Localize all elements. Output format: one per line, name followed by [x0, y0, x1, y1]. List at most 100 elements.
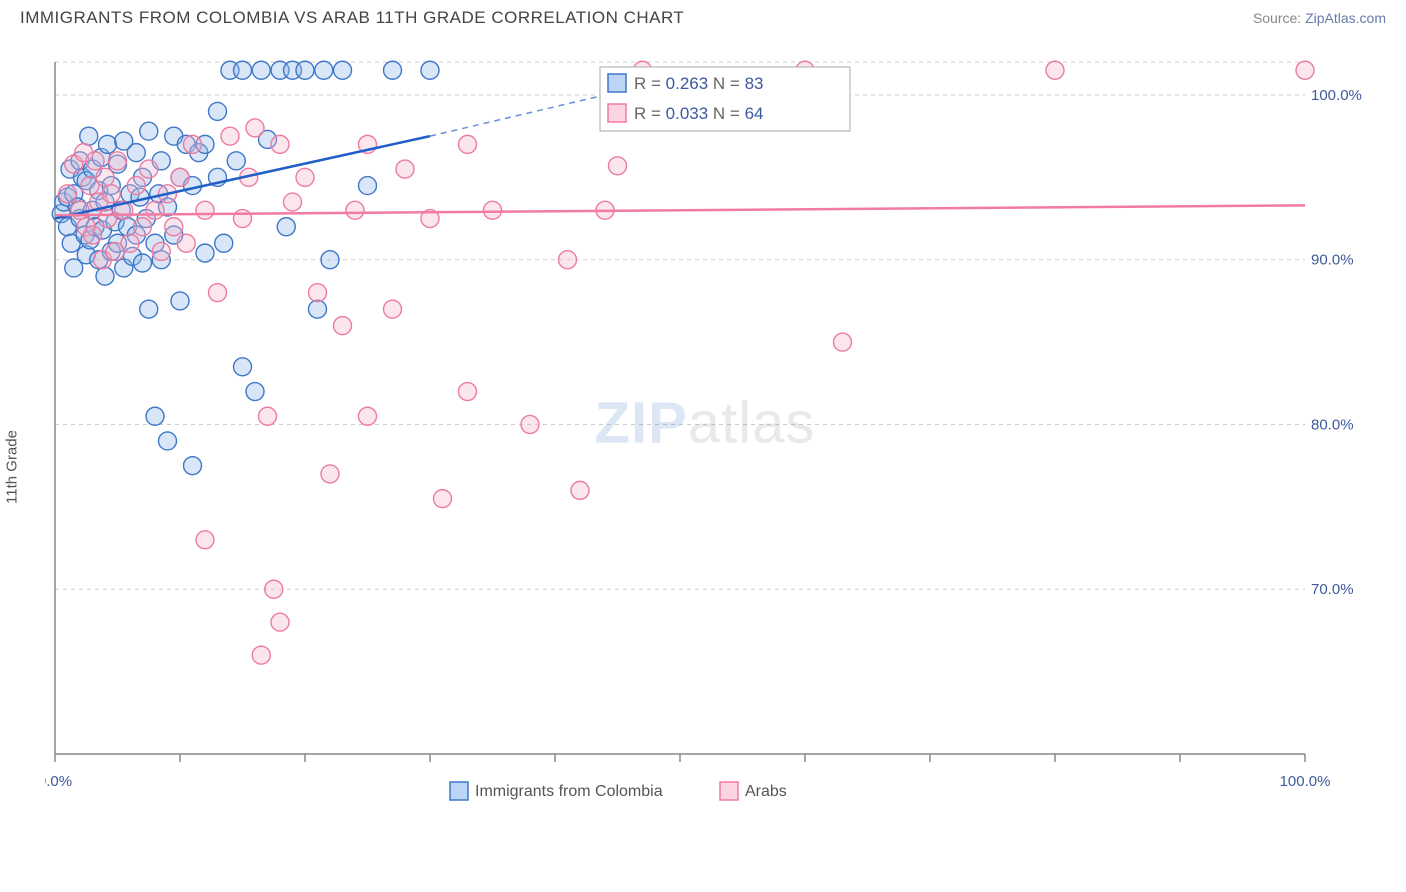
- data-point: [99, 210, 117, 228]
- data-point: [99, 135, 117, 153]
- data-point: [121, 234, 139, 252]
- correlation-chart: 70.0% 80.0% 90.0% 100.0% 0.0% 100.0% ZIPatlas R…: [45, 42, 1365, 812]
- data-point: [84, 226, 102, 244]
- data-point: [484, 201, 502, 219]
- data-point: [459, 383, 477, 401]
- data-point: [315, 61, 333, 79]
- data-point: [271, 613, 289, 631]
- data-point: [321, 465, 339, 483]
- legend-label: Immigrants from Colombia: [475, 783, 663, 800]
- data-point: [234, 210, 252, 228]
- source-prefix: Source:: [1253, 10, 1301, 26]
- data-point: [246, 383, 264, 401]
- data-point: [109, 152, 127, 170]
- legend-series: Immigrants from Colombia Arabs: [450, 782, 787, 800]
- data-point: [71, 201, 89, 219]
- svg-text:R = 0.033 N = 64: R = 0.033 N = 64: [634, 104, 764, 123]
- data-point: [159, 432, 177, 450]
- data-point: [421, 61, 439, 79]
- data-point: [146, 407, 164, 425]
- data-point: [209, 284, 227, 302]
- source-label: Source: ZipAtlas.com: [1253, 10, 1386, 26]
- data-point: [140, 160, 158, 178]
- data-point: [102, 185, 120, 203]
- data-point: [196, 531, 214, 549]
- data-point: [252, 61, 270, 79]
- data-point: [234, 61, 252, 79]
- data-point: [321, 251, 339, 269]
- data-point: [334, 61, 352, 79]
- y-tick-label: 90.0%: [1311, 252, 1354, 269]
- data-point: [271, 135, 289, 153]
- legend-swatch-blue: [608, 74, 626, 92]
- data-point: [265, 580, 283, 598]
- data-point: [177, 234, 195, 252]
- data-point: [127, 144, 145, 162]
- data-point: [234, 358, 252, 376]
- data-point: [834, 333, 852, 351]
- data-point: [184, 135, 202, 153]
- y-tick-label: 70.0%: [1311, 581, 1354, 598]
- legend-label: Arabs: [745, 783, 787, 800]
- x-tick-label: 0.0%: [45, 773, 72, 790]
- data-point: [459, 135, 477, 153]
- data-point: [296, 168, 314, 186]
- trend-line-blue-dash: [430, 95, 605, 136]
- data-point: [134, 218, 152, 236]
- data-point: [252, 646, 270, 664]
- chart-title: IMMIGRANTS FROM COLOMBIA VS ARAB 11TH GR…: [20, 8, 684, 28]
- data-point: [434, 490, 452, 508]
- legend-correlation: R = 0.263 N = 83 R = 0.033 N = 64: [600, 67, 850, 131]
- data-point: [196, 201, 214, 219]
- data-point: [171, 292, 189, 310]
- legend-swatch-pink: [608, 104, 626, 122]
- data-point: [259, 407, 277, 425]
- y-axis-label: 11th Grade: [4, 430, 21, 504]
- watermark: ZIPatlas: [595, 390, 816, 455]
- data-point: [359, 177, 377, 195]
- data-point: [184, 457, 202, 475]
- data-point: [134, 254, 152, 272]
- data-point: [140, 122, 158, 140]
- y-tick-label: 100.0%: [1311, 87, 1362, 104]
- data-point: [80, 127, 98, 145]
- data-point: [196, 244, 214, 262]
- data-point: [127, 177, 145, 195]
- data-point: [96, 267, 114, 285]
- data-point: [146, 201, 164, 219]
- data-point: [171, 168, 189, 186]
- data-point: [86, 152, 104, 170]
- data-point: [346, 201, 364, 219]
- legend-swatch-pink: [720, 782, 738, 800]
- y-tick-label: 80.0%: [1311, 416, 1354, 433]
- data-point: [309, 284, 327, 302]
- x-tick-label: 100.0%: [1280, 773, 1331, 790]
- data-point: [96, 168, 114, 186]
- data-point: [384, 61, 402, 79]
- data-point: [384, 300, 402, 318]
- data-point: [1296, 61, 1314, 79]
- data-point: [1046, 61, 1064, 79]
- source-link[interactable]: ZipAtlas.com: [1305, 10, 1386, 26]
- data-point: [227, 152, 245, 170]
- data-point: [571, 481, 589, 499]
- data-point: [152, 242, 170, 260]
- data-point: [284, 193, 302, 211]
- data-point: [59, 185, 77, 203]
- data-point: [165, 218, 183, 236]
- data-point: [215, 234, 233, 252]
- data-point: [559, 251, 577, 269]
- data-point: [359, 407, 377, 425]
- data-point: [296, 61, 314, 79]
- data-point: [521, 415, 539, 433]
- data-point: [396, 160, 414, 178]
- data-point: [140, 300, 158, 318]
- data-point: [309, 300, 327, 318]
- data-point: [246, 119, 264, 137]
- data-point: [334, 317, 352, 335]
- svg-text:R = 0.263 N = 83: R = 0.263 N = 83: [634, 74, 764, 93]
- data-point: [209, 102, 227, 120]
- legend-swatch-blue: [450, 782, 468, 800]
- data-point: [277, 218, 295, 236]
- data-point: [609, 157, 627, 175]
